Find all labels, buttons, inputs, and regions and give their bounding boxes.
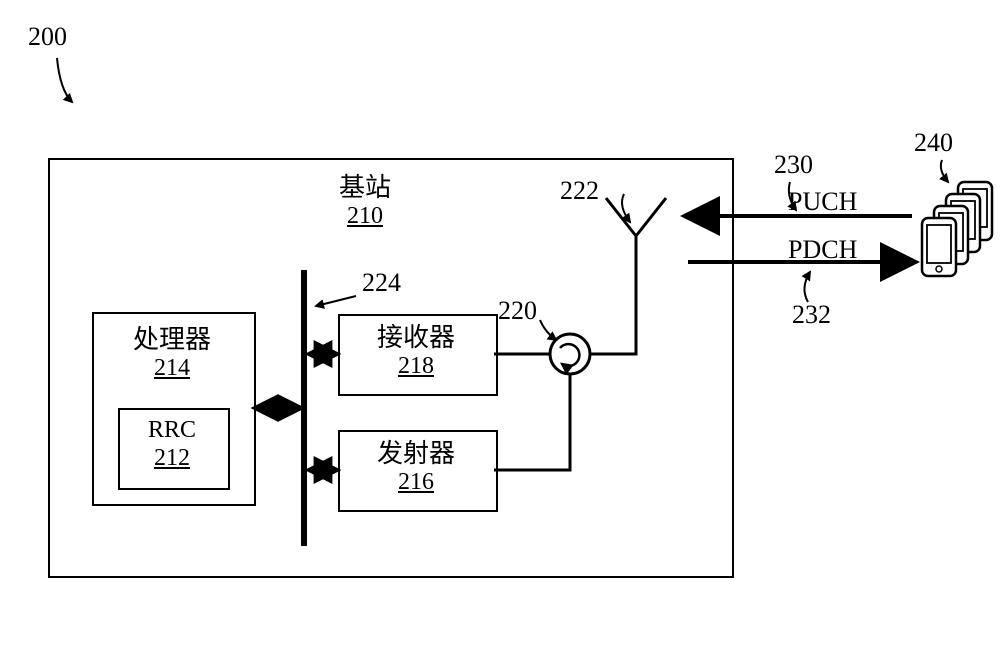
- leader-224: [316, 296, 356, 306]
- leader-200: [57, 58, 72, 102]
- line-transmitter-circulator: [494, 374, 570, 470]
- antenna-arm-right: [636, 198, 666, 236]
- ue-group-icon: [922, 182, 992, 276]
- leader-232: [804, 272, 810, 302]
- leader-230: [789, 182, 796, 210]
- line-circulator-antenna: [590, 236, 636, 354]
- diagram-svg: [0, 0, 1000, 650]
- leader-240: [941, 160, 948, 182]
- antenna-arm-left: [606, 198, 636, 236]
- leader-220: [540, 320, 556, 340]
